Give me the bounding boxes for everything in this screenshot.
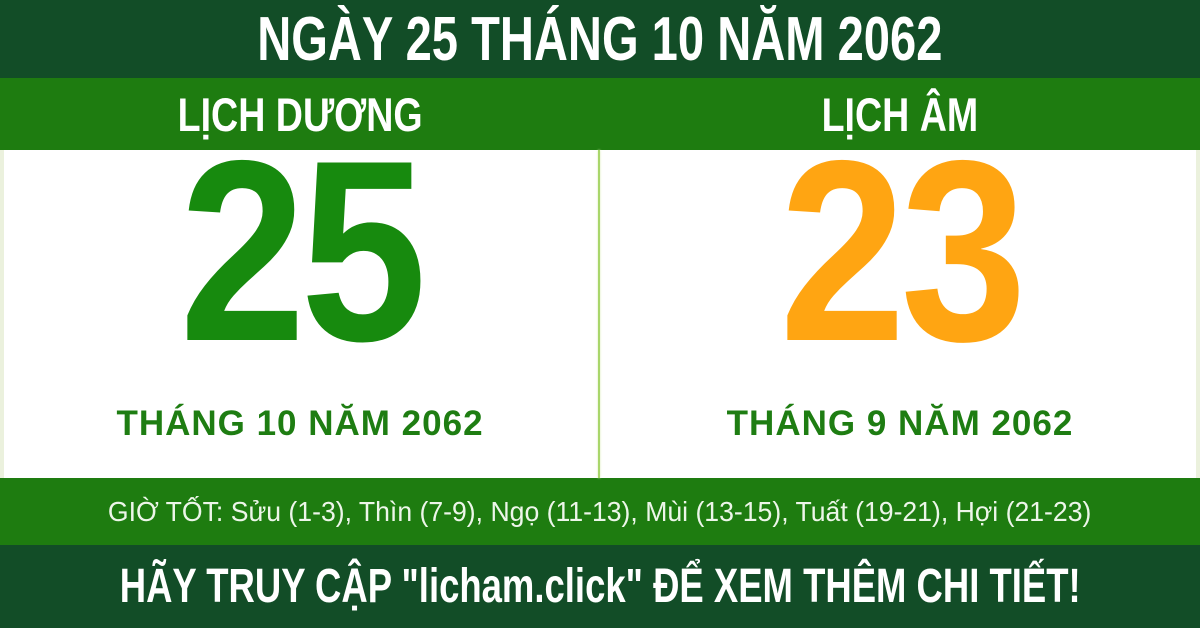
lunar-day-number: 23 bbox=[778, 106, 1026, 395]
solar-month-year-label: THÁNG 10 NĂM 2062 bbox=[116, 404, 484, 443]
vertical-divider bbox=[598, 150, 600, 478]
lunar-header-cell: LỊCH ÂM bbox=[600, 78, 1200, 150]
footer-promo-text: HÃY TRUY CẬP "licham.click" ĐỂ XEM THÊM … bbox=[119, 560, 1081, 613]
solar-calendar-header: LỊCH DƯƠNG bbox=[177, 87, 423, 141]
lunar-panel: 23 THÁNG 9 NĂM 2062 bbox=[600, 122, 1200, 478]
page-title: NGÀY 25 THÁNG 10 NĂM 2062 bbox=[257, 4, 943, 74]
lunar-month-year-label: THÁNG 9 NĂM 2062 bbox=[726, 404, 1074, 443]
good-hours-text: GIỜ TỐT: Sửu (1-3), Thìn (7-9), Ngọ (11-… bbox=[108, 495, 1092, 527]
calendar-headers-band: LỊCH DƯƠNG LỊCH ÂM bbox=[0, 78, 1200, 150]
top-bar: NGÀY 25 THÁNG 10 NĂM 2062 bbox=[0, 0, 1200, 78]
solar-header-cell: LỊCH DƯƠNG bbox=[0, 78, 600, 150]
lunar-calendar-header: LỊCH ÂM bbox=[821, 87, 979, 141]
footer-bar: HÃY TRUY CẬP "licham.click" ĐỂ XEM THÊM … bbox=[0, 545, 1200, 628]
solar-panel: 25 THÁNG 10 NĂM 2062 bbox=[0, 122, 600, 478]
solar-day-number: 25 bbox=[178, 106, 426, 395]
calendar-body: 25 THÁNG 10 NĂM 2062 23 THÁNG 9 NĂM 2062 bbox=[0, 122, 1200, 478]
good-hours-bar: GIỜ TỐT: Sửu (1-3), Thìn (7-9), Ngọ (11-… bbox=[0, 478, 1200, 545]
